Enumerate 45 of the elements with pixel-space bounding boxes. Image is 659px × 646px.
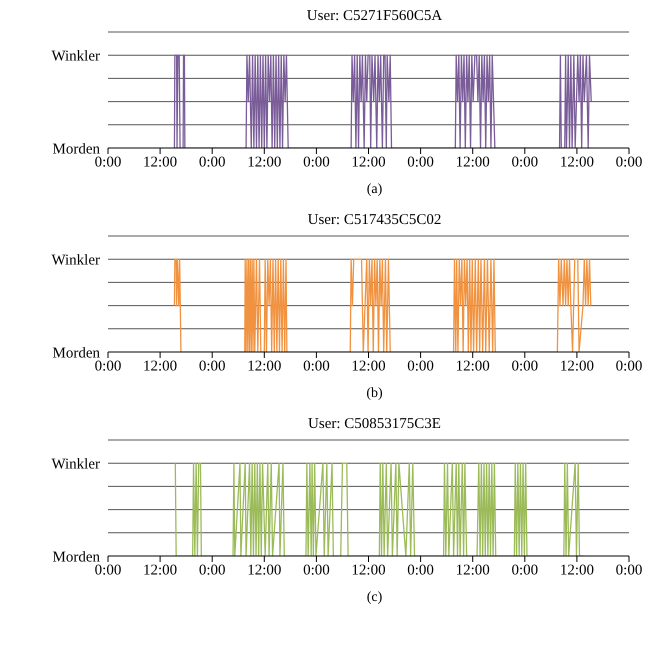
x-tick-label: 12:00 <box>351 358 386 375</box>
x-tick-label: 0:00 <box>407 154 434 171</box>
x-tick-label: 0:00 <box>511 562 538 579</box>
x-tick-label: 12:00 <box>351 562 386 579</box>
chart-title: User: C517435C5C02 <box>306 212 442 230</box>
x-tick-label: 0:00 <box>198 562 226 579</box>
x-tick-label: 12:00 <box>351 154 386 171</box>
chart-title: User: C5271F560C5A <box>306 8 444 26</box>
text: (c) <box>366 590 384 606</box>
text: Winkler <box>51 48 100 65</box>
x-tick-label: 0:00 <box>616 358 642 375</box>
x-tick-label: 12:00 <box>560 562 594 579</box>
x-tick-label: 0:00 <box>511 358 538 375</box>
x-tick-label: 0:00 <box>616 154 642 171</box>
x-tick-label: 12:00 <box>456 562 490 579</box>
x-tick-label: 0:00 <box>407 562 434 579</box>
x-tick-label: 0:00 <box>303 562 330 579</box>
x-tick-label: 12:00 <box>560 154 594 171</box>
x-tick-label: 0:00 <box>198 358 226 375</box>
x-tick-label: 12:00 <box>143 562 178 579</box>
text: Morden <box>52 141 100 158</box>
x-tick-label: 0:00 <box>407 358 434 375</box>
x-tick-label: 12:00 <box>560 358 594 375</box>
x-tick-label: 12:00 <box>247 154 282 171</box>
x-tick-label: 0:00 <box>94 358 122 375</box>
x-tick-label: 12:00 <box>247 562 282 579</box>
text: Winkler <box>51 456 100 473</box>
x-tick-label: 0:00 <box>94 154 122 171</box>
x-tick-label: 0:00 <box>511 154 538 171</box>
x-tick-label: 12:00 <box>456 154 490 171</box>
text: (b) <box>365 386 384 402</box>
x-tick-label: 0:00 <box>94 562 122 579</box>
x-tick-label: 0:00 <box>303 154 330 171</box>
text: (a) <box>366 182 384 198</box>
text: Morden <box>52 345 100 362</box>
x-tick-label: 12:00 <box>247 358 282 375</box>
x-tick-label: 12:00 <box>143 154 178 171</box>
x-tick-label: 12:00 <box>456 358 490 375</box>
text: Morden <box>52 549 100 566</box>
x-tick-label: 0:00 <box>616 562 642 579</box>
x-tick-label: 12:00 <box>143 358 178 375</box>
text: Winkler <box>51 252 100 269</box>
x-tick-label: 0:00 <box>198 154 226 171</box>
chart-title: User: C50853175C3E <box>307 416 442 434</box>
x-tick-label: 0:00 <box>303 358 330 375</box>
